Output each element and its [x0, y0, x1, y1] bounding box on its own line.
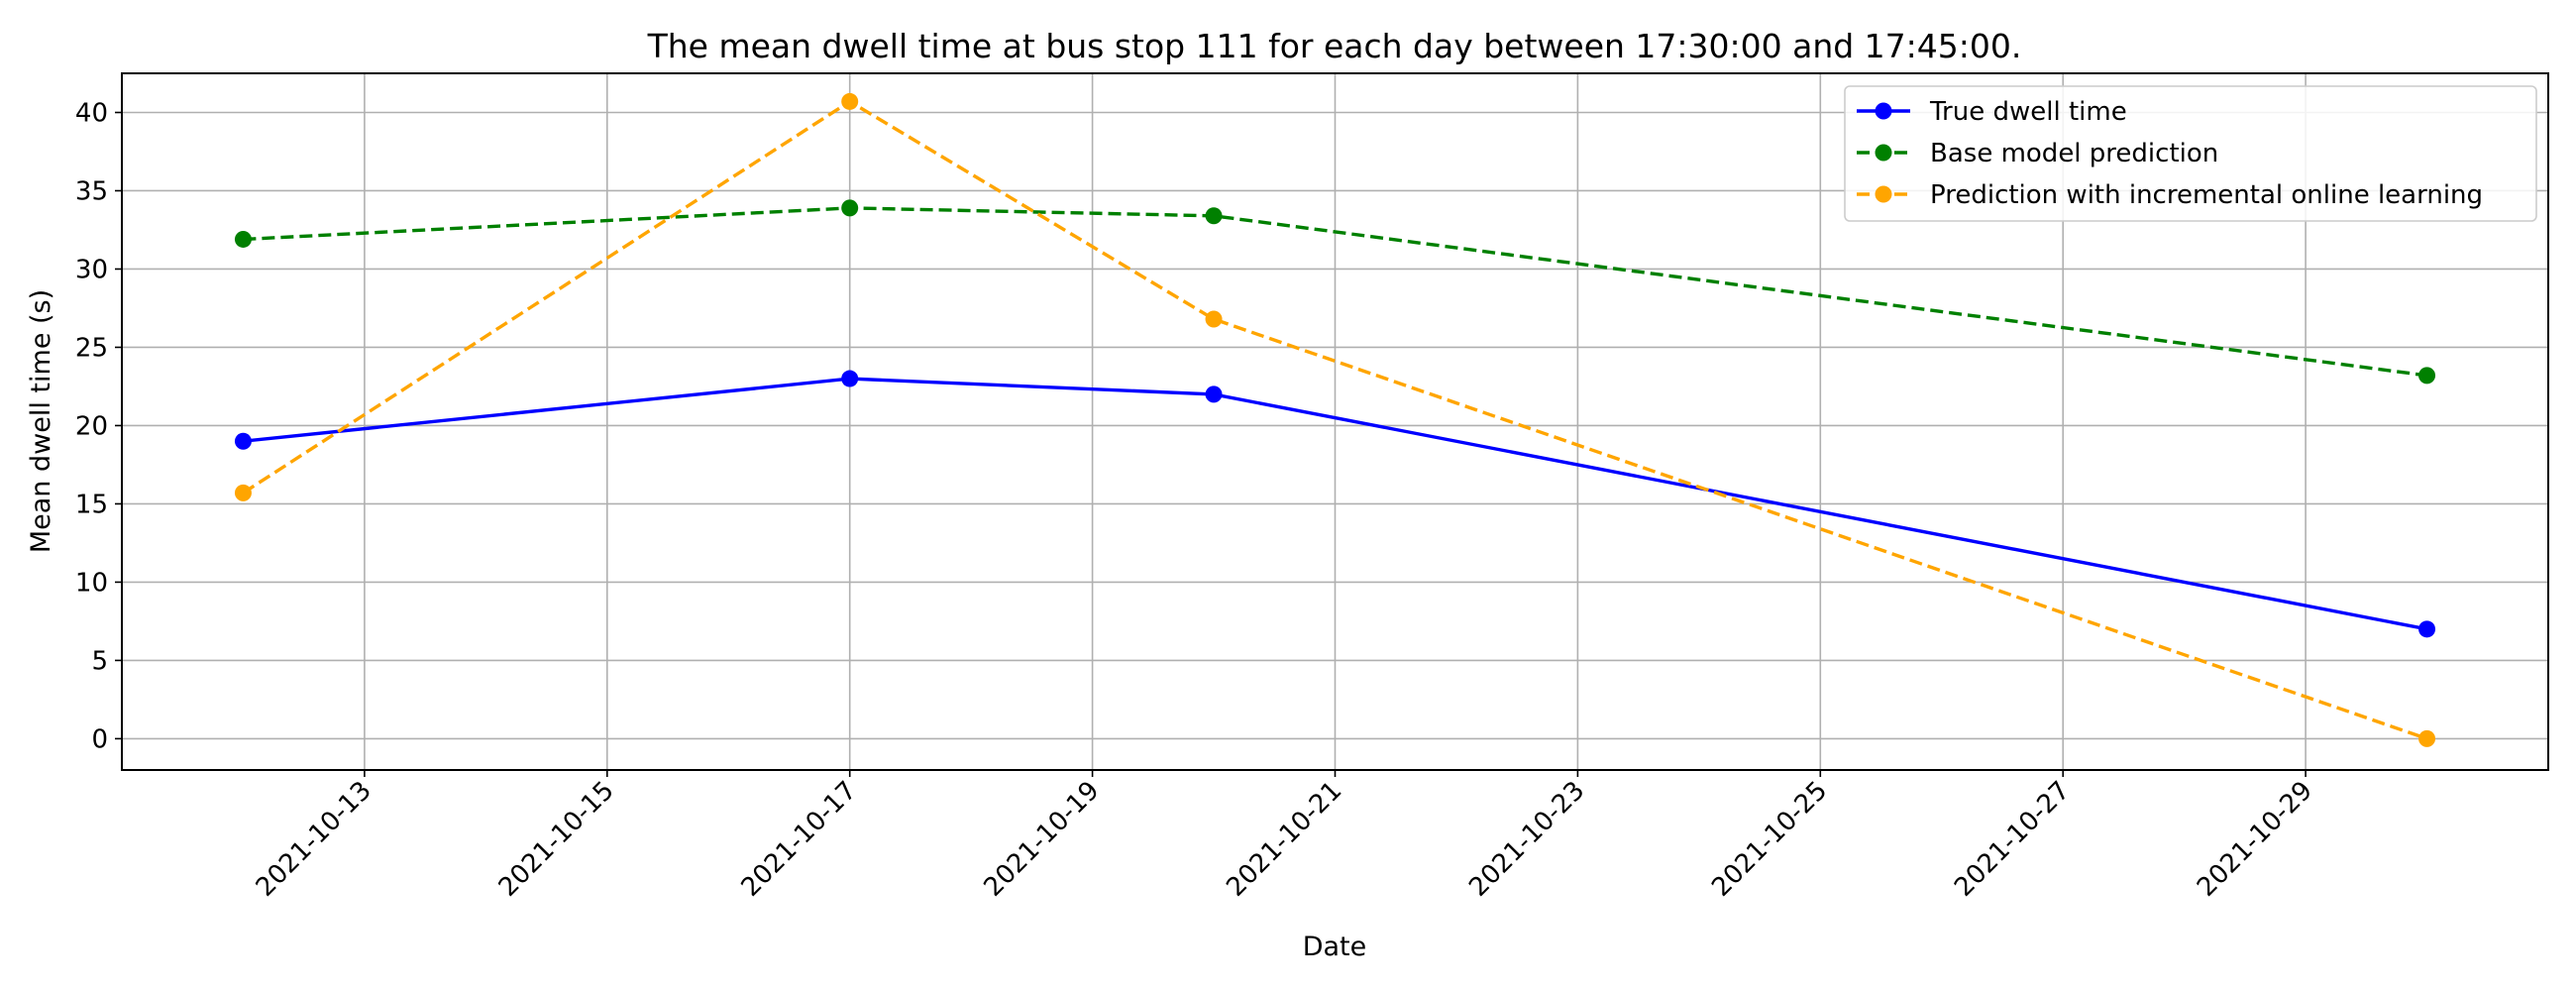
- x-tick-label: 2021-10-27: [1949, 776, 2076, 903]
- legend-item: Base model prediction: [1857, 139, 2218, 168]
- series-2: [234, 199, 2436, 385]
- data-point: [234, 484, 252, 501]
- y-tick-label: 10: [75, 568, 108, 598]
- data-point: [1205, 385, 1223, 403]
- series-line: [242, 99, 2428, 741]
- y-tick-label: 25: [75, 333, 108, 363]
- data-point: [841, 370, 859, 387]
- data-point: [1205, 310, 1223, 328]
- legend-swatch-marker: [1875, 185, 1892, 203]
- data-point: [234, 230, 252, 248]
- x-tick-label: 2021-10-13: [251, 776, 377, 903]
- legend-swatch-marker: [1875, 144, 1892, 162]
- y-tick-label: 20: [75, 411, 108, 441]
- y-tick-label: 35: [75, 176, 108, 206]
- x-axis-title: Date: [1303, 932, 1367, 962]
- y-axis: 0 5 10 15 20 25 30 35 40: [75, 98, 122, 754]
- x-tick-label: 2021-10-25: [1706, 776, 1833, 903]
- y-tick-label: 30: [75, 255, 108, 284]
- y-tick-label: 15: [75, 490, 108, 519]
- series-1: [234, 370, 2436, 638]
- x-tick-label: 2021-10-23: [1463, 776, 1590, 903]
- data-point: [2418, 729, 2436, 747]
- x-axis: 2021-10-13 2021-10-15 2021-10-17 2021-10-19…: [251, 770, 2318, 903]
- series-layer: [234, 92, 2436, 747]
- series-3: [234, 92, 2436, 747]
- data-point: [234, 432, 252, 450]
- series-line: [243, 206, 2427, 378]
- legend-item: True dwell time: [1857, 97, 2127, 127]
- legend-label: Prediction with incremental online learn…: [1930, 180, 2483, 210]
- y-tick-label: 40: [75, 98, 108, 128]
- legend-box: [1844, 85, 2537, 222]
- legend-item: Prediction with incremental online learn…: [1857, 180, 2483, 210]
- data-point: [841, 92, 859, 110]
- legend-label: True dwell time: [1929, 97, 2127, 127]
- x-tick-label: 2021-10-29: [2192, 776, 2318, 903]
- data-point: [1205, 207, 1223, 225]
- x-tick-label: 2021-10-19: [978, 776, 1105, 903]
- y-axis-title: Mean dwell time (s): [26, 289, 56, 553]
- chart-title: The mean dwell time at bus stop 111 for …: [647, 27, 2022, 65]
- y-tick-label: 5: [91, 646, 108, 676]
- grid-layer: [122, 73, 2548, 770]
- x-tick-label: 2021-10-15: [493, 776, 620, 903]
- legend-label: Base model prediction: [1930, 139, 2218, 168]
- data-point: [841, 199, 859, 217]
- data-point: [2418, 620, 2436, 638]
- legend: True dwell time Base model prediction Pred…: [1844, 85, 2537, 222]
- data-point: [2418, 367, 2436, 385]
- y-tick-label: 0: [91, 724, 108, 754]
- series-line: [243, 377, 2427, 631]
- x-tick-label: 2021-10-17: [736, 776, 863, 903]
- x-tick-label: 2021-10-21: [1221, 776, 1347, 903]
- legend-swatch-marker: [1875, 102, 1892, 120]
